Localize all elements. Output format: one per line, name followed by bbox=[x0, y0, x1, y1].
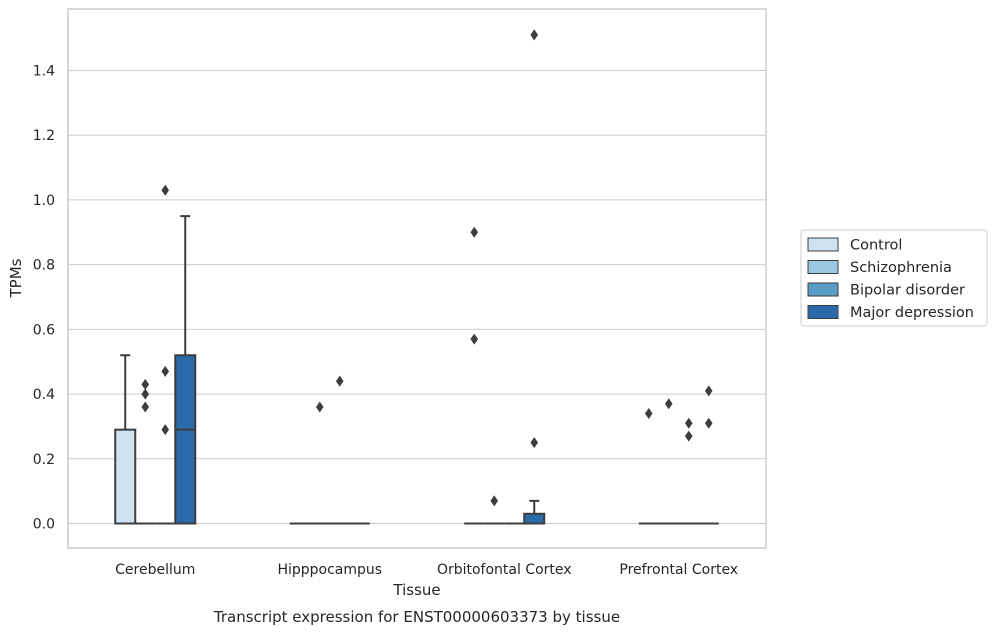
outlier-control-orbitofontal-cortex bbox=[470, 226, 479, 238]
outlier-control-orbitofontal-cortex bbox=[470, 333, 479, 345]
legend-swatch bbox=[807, 305, 839, 319]
y-tick-label: 0.8 bbox=[33, 258, 55, 274]
legend-label: Major depression bbox=[850, 305, 974, 321]
grid-lines bbox=[68, 70, 766, 524]
legend-frame bbox=[800, 229, 988, 327]
x-tick-label-prefrontal-cortex: Prefrontal Cortex bbox=[619, 562, 738, 578]
box-series bbox=[114, 215, 719, 525]
box-control-cerebellum bbox=[114, 428, 137, 525]
plot-area-frame bbox=[67, 8, 767, 549]
y-tick-label: 0.0 bbox=[33, 517, 55, 533]
legend-label: Bipolar disorder bbox=[850, 283, 965, 299]
legend-label: Control bbox=[850, 238, 902, 254]
legend-item-control: Control bbox=[807, 237, 902, 254]
outlier-control-prefrontal-cortex bbox=[644, 407, 653, 419]
y-axis-ticks: 0.0 0.2 0.4 0.6 0.8 1.0 1.2 1.4 bbox=[33, 64, 55, 533]
outlier-schizophrenia-cerebellum bbox=[141, 401, 150, 413]
outlier-points bbox=[141, 29, 713, 507]
outlier-major-depression-orbitofontal-cortex bbox=[530, 437, 539, 449]
outlier-schizophrenia-hipppocampus bbox=[315, 401, 324, 413]
box-major-depression-cerebellum bbox=[174, 354, 197, 525]
outlier-schizophrenia-orbitofontal-cortex bbox=[490, 495, 499, 507]
outlier-bipolar-disorder-cerebellum bbox=[161, 365, 170, 377]
y-tick-label: 1.4 bbox=[33, 64, 55, 80]
legend-label: Schizophrenia bbox=[850, 260, 952, 276]
y-axis-label: TPMs bbox=[7, 258, 25, 298]
legend-items: Control Schizophrenia Bipolar disorder Majo… bbox=[807, 237, 974, 321]
legend-swatch bbox=[807, 260, 839, 274]
y-tick-label: 1.0 bbox=[33, 193, 55, 209]
outlier-major-depression-prefrontal-cortex bbox=[704, 417, 713, 429]
legend: Control Schizophrenia Bipolar disorder Majo… bbox=[800, 229, 988, 327]
outlier-bipolar-disorder-cerebellum bbox=[161, 424, 170, 436]
outlier-schizophrenia-cerebellum bbox=[141, 378, 150, 390]
chart-caption: Transcript expression for ENST0000060337… bbox=[213, 608, 620, 626]
outlier-bipolar-disorder-cerebellum bbox=[161, 184, 170, 196]
y-tick-label: 0.4 bbox=[33, 387, 55, 403]
outlier-bipolar-disorder-prefrontal-cortex bbox=[684, 430, 693, 442]
y-tick-label: 1.2 bbox=[33, 128, 55, 144]
outlier-bipolar-disorder-prefrontal-cortex bbox=[684, 417, 693, 429]
x-tick-label-hipppocampus: Hipppocampus bbox=[277, 562, 382, 578]
x-tick-label-cerebellum: Cerebellum bbox=[115, 562, 195, 578]
x-axis-label: Tissue bbox=[392, 581, 440, 599]
legend-swatch bbox=[807, 282, 839, 297]
legend-item-major-depression: Major depression bbox=[807, 305, 974, 321]
outlier-schizophrenia-prefrontal-cortex bbox=[664, 398, 673, 410]
y-tick-label: 0.6 bbox=[33, 322, 55, 338]
outlier-schizophrenia-cerebellum bbox=[141, 388, 150, 400]
x-tick-label-orbitofontal-cortex: Orbitofontal Cortex bbox=[437, 562, 572, 578]
outlier-bipolar-disorder-hipppocampus bbox=[335, 375, 344, 387]
legend-item-bipolar-disorder: Bipolar disorder bbox=[807, 282, 965, 299]
outlier-major-depression-prefrontal-cortex bbox=[704, 385, 713, 397]
y-tick-label: 0.2 bbox=[33, 452, 55, 468]
x-axis-ticks: Cerebellum Hipppocampus Orbitofontal Corte… bbox=[115, 562, 738, 578]
legend-item-schizophrenia: Schizophrenia bbox=[807, 260, 952, 276]
outlier-major-depression-orbitofontal-cortex bbox=[530, 29, 539, 41]
legend-swatch bbox=[807, 237, 839, 252]
box-major-depression-orbitofontal-cortex bbox=[523, 512, 546, 525]
series-major-depression bbox=[174, 215, 719, 525]
series-control bbox=[114, 354, 659, 525]
